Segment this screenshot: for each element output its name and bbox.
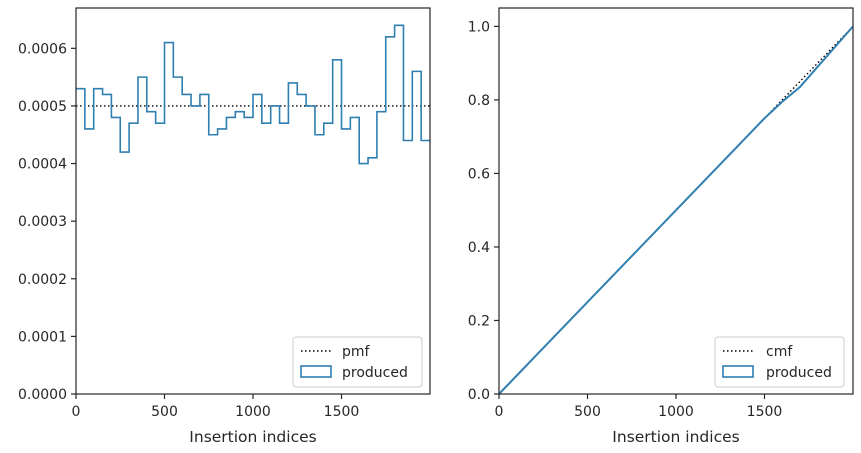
- left-x-ticks: 0 500 1000 1500: [72, 394, 360, 420]
- y-tick-label: 0.0: [468, 387, 490, 403]
- right-y-ticks: 0.0 0.2 0.4 0.6 0.8 1.0: [468, 19, 499, 403]
- cmf-panel: 0.0 0.2 0.4 0.6 0.8 1.0 0 500 1000 1500 Insertio…: [468, 7, 854, 446]
- x-tick-label: 1500: [747, 404, 783, 420]
- x-tick-label: 500: [574, 404, 601, 420]
- y-tick-label: 0.0006: [18, 41, 67, 57]
- x-tick-label: 0: [72, 404, 81, 420]
- legend-produced-label-right: produced: [766, 365, 832, 381]
- legend-pmf-label: pmf: [342, 344, 371, 360]
- right-legend-box: [714, 336, 845, 388]
- left-x-axis-label: Insertion indices: [189, 428, 316, 446]
- right-x-ticks: 0 500 1000 1500: [495, 394, 783, 420]
- y-tick-label: 0.2: [468, 313, 490, 329]
- right-axes-frame: [498, 7, 854, 395]
- left-legend: pmf produced: [292, 336, 423, 388]
- x-tick-label: 1000: [235, 404, 271, 420]
- y-tick-label: 0.6: [468, 166, 490, 182]
- legend-cmf-label: cmf: [766, 344, 793, 360]
- legend-produced-swatch-right: [722, 365, 754, 378]
- left-legend-box: [292, 336, 423, 388]
- produced-cumulative-line: [498, 25, 854, 395]
- y-tick-label: 0.8: [468, 93, 490, 109]
- x-tick-label: 0: [495, 404, 504, 420]
- produced-histogram: [76, 24, 430, 165]
- x-tick-label: 1500: [324, 404, 360, 420]
- x-tick-label: 1000: [658, 404, 694, 420]
- y-tick-label: 0.0004: [18, 157, 67, 173]
- x-tick-label: 500: [151, 404, 178, 420]
- right-legend: cmf produced: [714, 336, 845, 388]
- y-tick-label: 1.0: [468, 19, 490, 35]
- y-tick-label: 0.0001: [18, 329, 67, 345]
- legend-produced-label: produced: [342, 365, 408, 381]
- left-axes-frame: [75, 7, 431, 395]
- left-y-ticks: 0.0000 0.0001 0.0002 0.0003 0.0004 0.0005 0.00…: [18, 41, 76, 403]
- y-tick-label: 0.4: [468, 240, 490, 256]
- y-tick-label: 0.0000: [18, 387, 67, 403]
- legend-produced-swatch: [300, 365, 332, 378]
- right-x-axis-label: Insertion indices: [612, 428, 739, 446]
- y-tick-label: 0.0002: [18, 272, 67, 288]
- y-tick-label: 0.0003: [18, 214, 67, 230]
- y-tick-label: 0.0005: [18, 99, 67, 115]
- pmf-panel: 0.0000 0.0001 0.0002 0.0003 0.0004 0.0005 0.00…: [18, 7, 431, 446]
